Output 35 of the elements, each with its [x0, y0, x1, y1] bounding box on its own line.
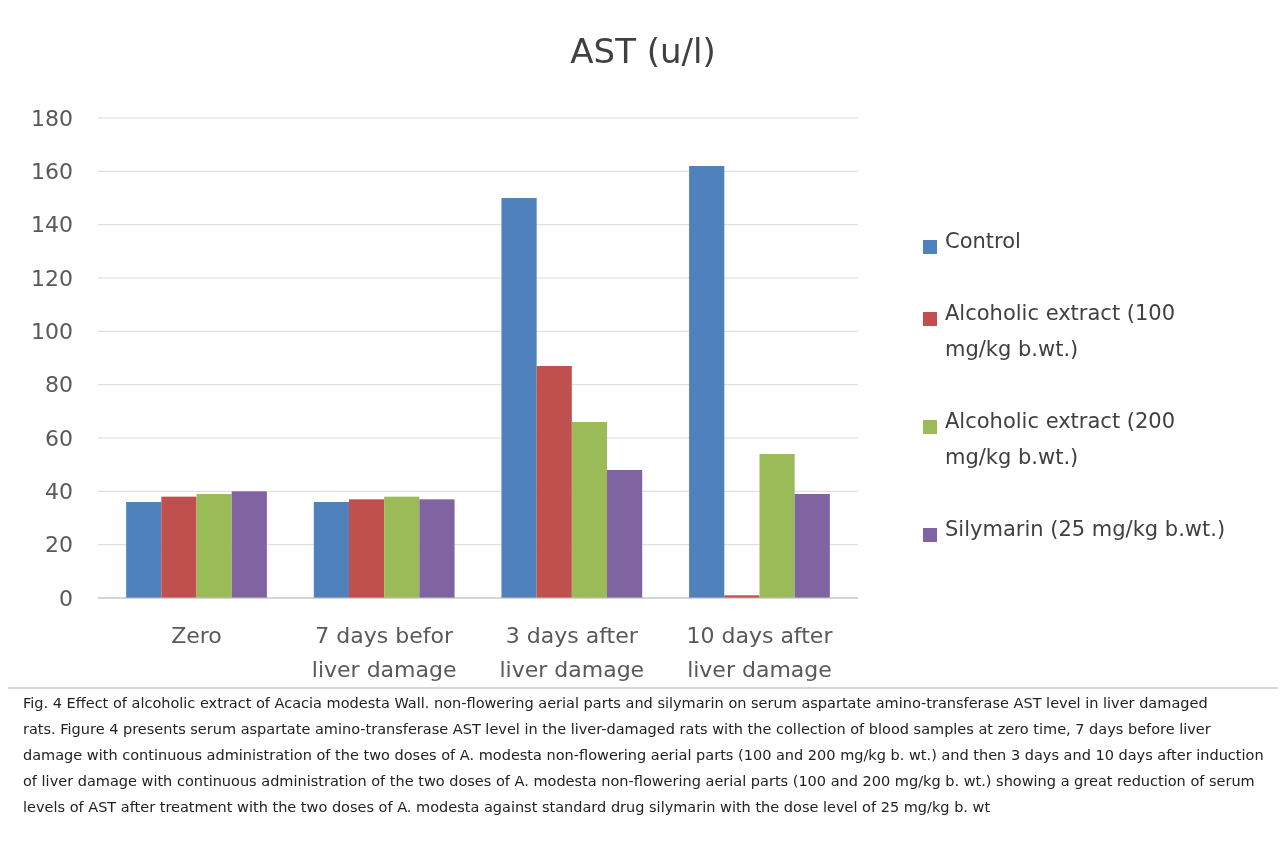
bar [348, 499, 385, 598]
y-tick-label: 160 [31, 159, 73, 185]
bar [501, 198, 537, 598]
bar [313, 502, 349, 598]
bar [689, 166, 725, 598]
legend-label: Alcoholic extract (200 mg/kg b.wt.) [945, 409, 1176, 469]
caption: Fig. 4 Effect of alcoholic extract of Acacia modesta Wall. non-flowering aerial parts and silymarin on serum aspartate amino-transferase AST level in liver damaged rats. Figure 4 presents serum aspartate amino-transferase AST level in the liver-damaged rats with the collection of blood samples at zero time, 7 days before liver damage with continuous administration of the two doses of A. modesta non-flowering aerial parts (100 and 200 mg/kg b. wt.) and then 3 days and 10 days after induction of liver damage with continuous administration of the two doses of A. modesta non-flowering aerial parts (100 and 200 mg/kg b. wt.) showing a great reduction of serum levels of AST after treatment with the two doses of A. modesta against standard drug silymarin with the dose level of 25 mg/kg b. wt [23, 695, 1264, 815]
bar [231, 491, 267, 598]
y-tick-label: 140 [31, 212, 73, 238]
legend-label: Alcoholic extract (100 mg/kg b.wt.) [945, 301, 1176, 361]
x-tick-label: 10 days after liver damage [686, 623, 834, 682]
y-tick-label: 100 [31, 319, 73, 345]
x-tick-label: Zero [171, 623, 222, 648]
bar [126, 502, 162, 598]
bar [419, 499, 455, 598]
bar [571, 422, 608, 598]
bar [161, 496, 197, 598]
legend-label: Control [945, 229, 1021, 253]
bar [196, 494, 232, 598]
y-tick-label: 120 [31, 265, 73, 291]
legend-label: Silymarin (25 mg/kg b.wt.) [945, 517, 1226, 541]
bar [759, 454, 795, 598]
x-tick-label: 3 days after liver damage [499, 623, 645, 682]
y-tick-label: 40 [45, 479, 73, 505]
bar [384, 496, 420, 598]
bar [607, 470, 643, 598]
y-tick-label: 80 [45, 372, 73, 398]
y-tick-label: 0 [59, 585, 73, 611]
y-tick-label: 180 [31, 105, 73, 131]
x-tick-label: 7 days befor liver damage [311, 623, 457, 682]
bar [536, 366, 572, 598]
y-tick-label: 20 [45, 532, 73, 558]
y-tick-label: 60 [45, 425, 73, 451]
bar [794, 494, 830, 598]
chart-title: AST (u/l) [570, 31, 716, 71]
